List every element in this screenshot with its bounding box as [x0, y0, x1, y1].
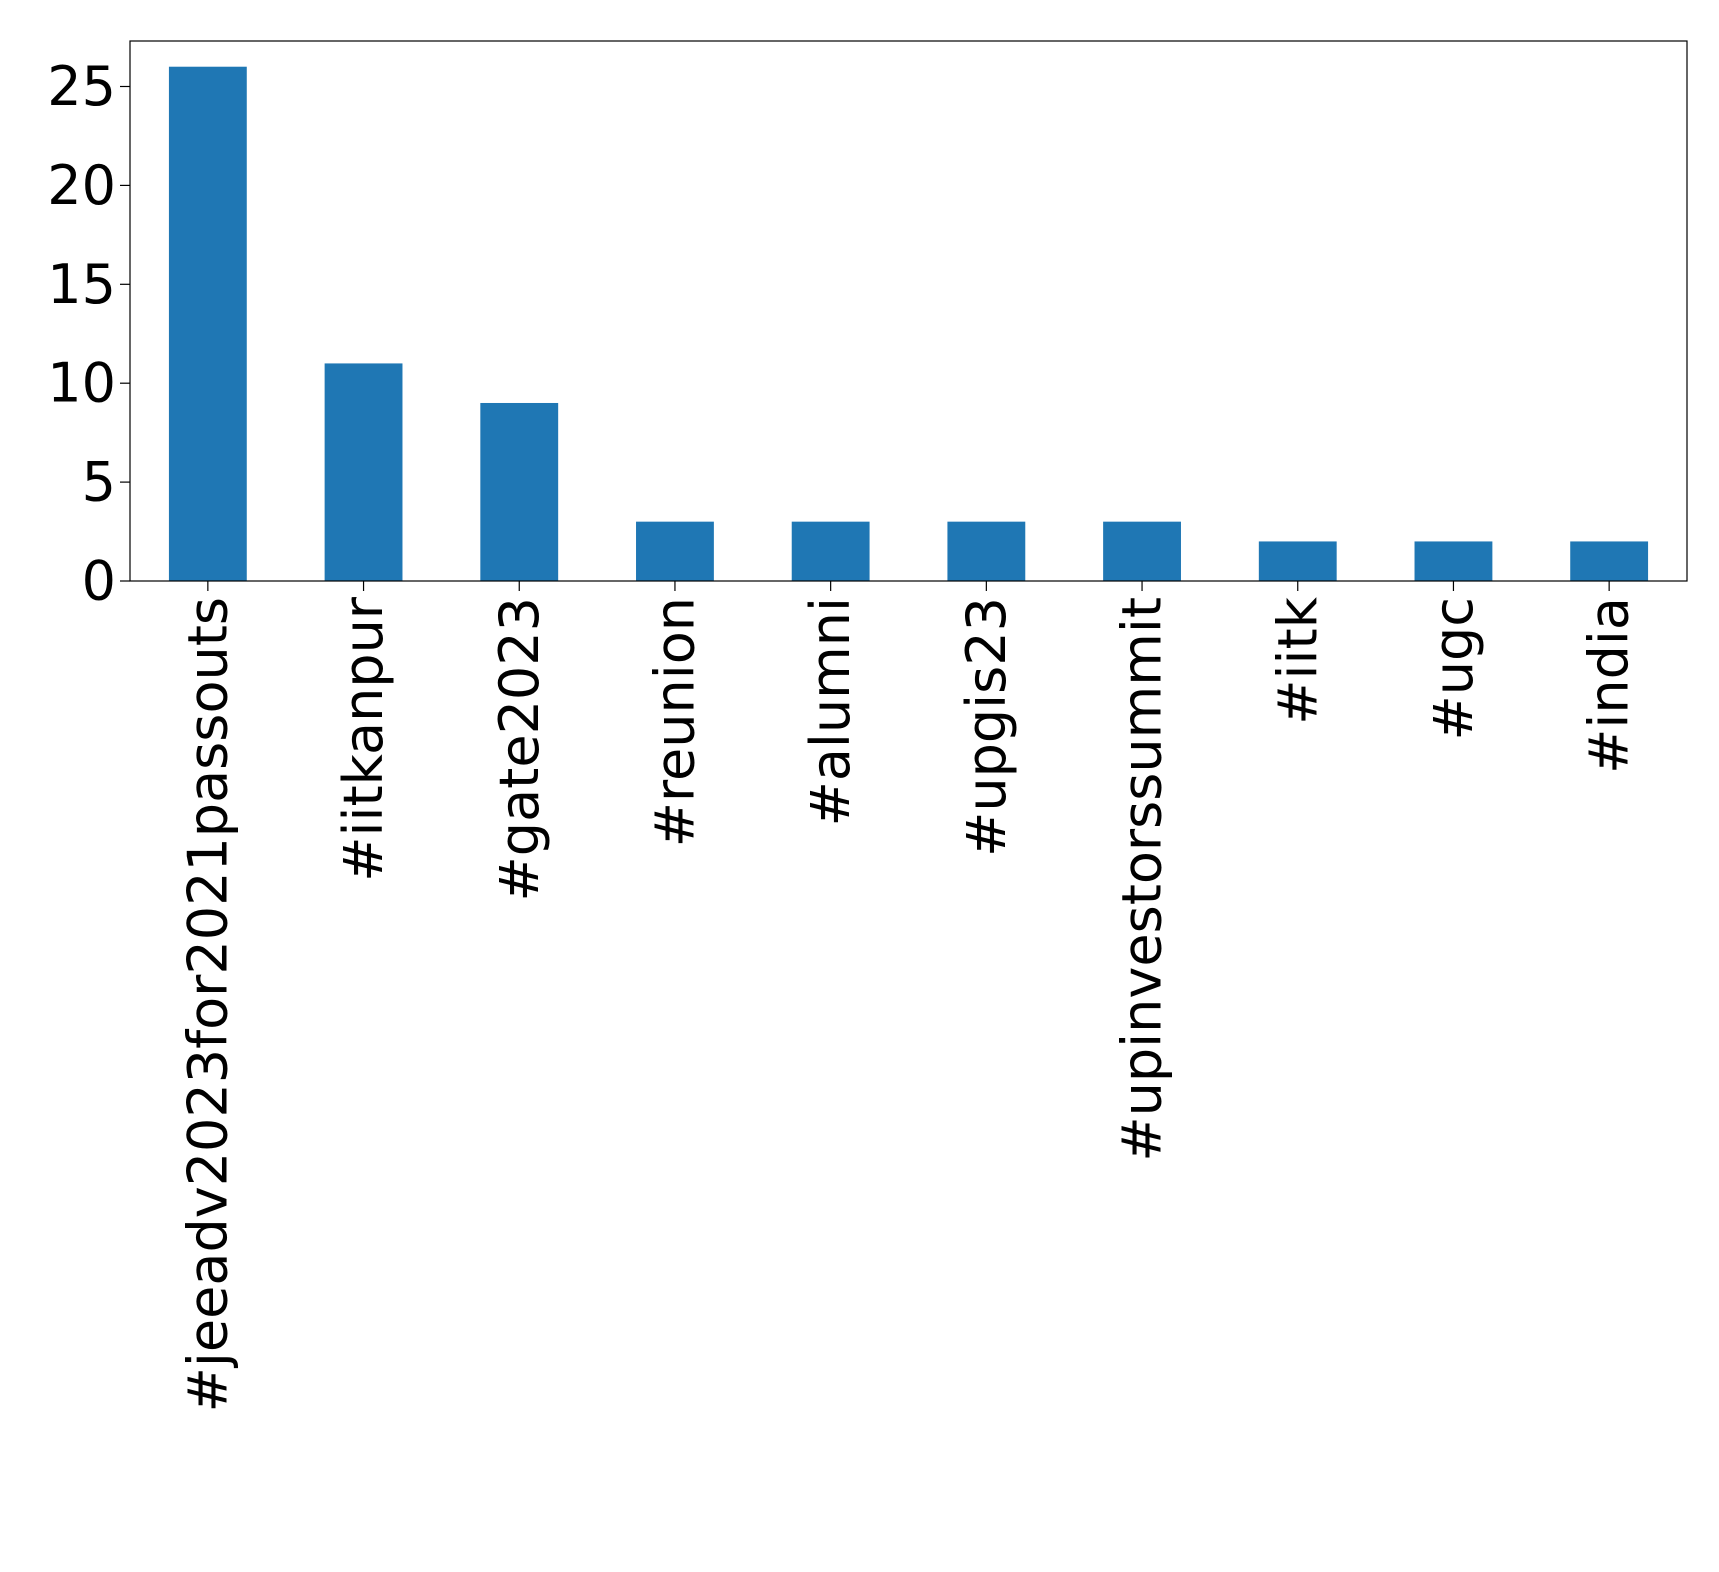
bar-jeeadv2023for2021passouts — [168, 66, 247, 581]
plot-frame — [129, 40, 1688, 582]
y-tick-label: 20 — [47, 154, 116, 217]
bars-layer — [168, 66, 1649, 581]
bar-alumni — [791, 521, 870, 581]
y-tick-label: 10 — [47, 352, 116, 415]
x-tick-label: #alumni — [799, 597, 862, 826]
bar-india — [1570, 541, 1649, 581]
y-tick-label: 15 — [47, 253, 116, 316]
x-tick-label: #india — [1578, 597, 1641, 774]
x-axis: #jeeadv2023for2021passouts #iitkanpur #gat… — [176, 581, 1641, 1412]
x-tick-label: #iitk — [1266, 596, 1329, 724]
y-tick-label: 5 — [82, 451, 116, 514]
x-tick-label: #jeeadv2023for2021passouts — [176, 597, 239, 1412]
y-tick-label: 0 — [82, 550, 116, 613]
x-tick-label: #gate2023 — [488, 597, 551, 901]
x-tick-label: #upinvestorssummit — [1111, 597, 1174, 1162]
x-tick-label: #iitkanpur — [332, 596, 395, 882]
bar-upgis23 — [947, 521, 1026, 581]
bar-iitkanpur — [324, 363, 403, 581]
bar-gate2023 — [480, 402, 559, 581]
x-tick-label: #ugc — [1422, 597, 1485, 740]
x-tick-label: #upgis23 — [955, 597, 1018, 857]
bar-ugc — [1414, 541, 1493, 581]
y-tick-label: 25 — [47, 55, 116, 118]
bar-reunion — [636, 521, 714, 581]
y-axis: 0 5 10 15 20 25 — [47, 55, 130, 613]
x-tick-label: #reunion — [643, 597, 706, 847]
bar-upinvestorssummit — [1103, 521, 1181, 581]
bar-iitk — [1258, 541, 1337, 581]
